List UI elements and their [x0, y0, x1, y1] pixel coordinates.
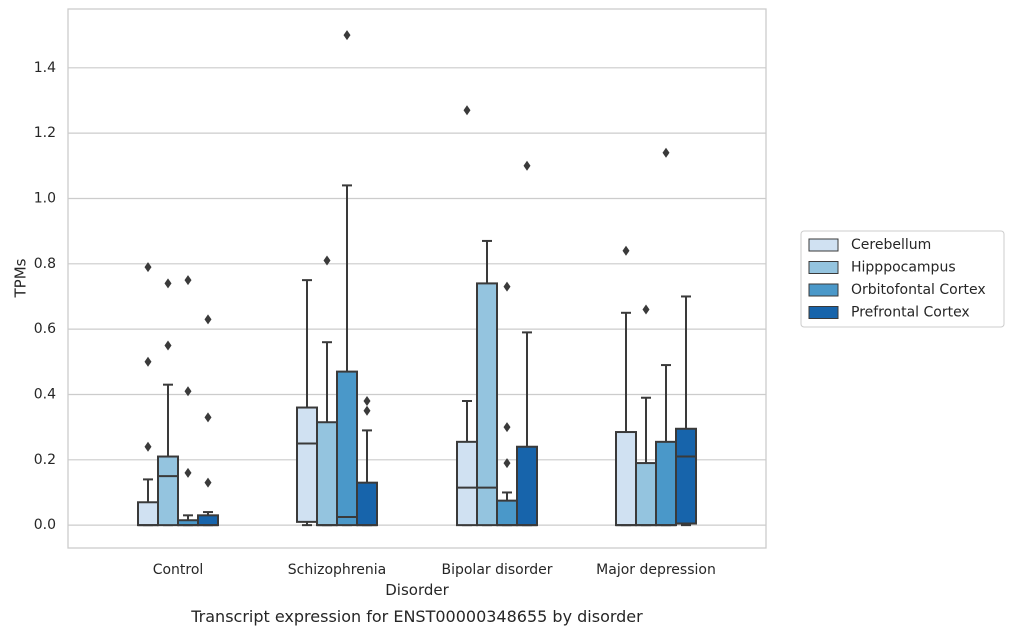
- outlier-point: [622, 245, 630, 256]
- x-tick-labels: Control Schizophrenia Bipolar disorder Majo…: [153, 562, 716, 578]
- outlier-point: [503, 458, 511, 469]
- outlier-point: [204, 412, 212, 423]
- box-group: [456, 105, 478, 527]
- box-group: [635, 304, 657, 527]
- outlier-point: [323, 255, 331, 266]
- box-group: [675, 295, 697, 527]
- box-iqr: [456, 440, 478, 527]
- box-iqr: [296, 406, 318, 523]
- outlier-point: [662, 147, 670, 158]
- box-iqr: [137, 501, 159, 527]
- box-group: [476, 239, 498, 527]
- outlier-point: [503, 281, 511, 292]
- legend-swatch: [808, 238, 839, 252]
- outlier-point: [184, 275, 192, 286]
- outlier-point: [363, 405, 371, 416]
- box-iqr: [157, 455, 179, 527]
- outlier-point: [523, 160, 531, 171]
- box-iqr: [336, 370, 358, 527]
- y-tick-label: 1.4: [34, 60, 56, 76]
- x-tick-label: Control: [153, 562, 204, 578]
- outlier-point: [363, 396, 371, 406]
- outlier-point: [204, 477, 212, 488]
- plot-frame: [67, 8, 767, 549]
- box-group: [137, 262, 159, 527]
- box-group: [157, 278, 179, 527]
- x-tick-label: Major depression: [596, 562, 716, 578]
- box-iqr: [655, 440, 677, 527]
- y-tick-label: 0.6: [34, 321, 56, 337]
- box-iqr: [476, 282, 498, 527]
- box-iqr: [615, 431, 637, 527]
- y-tick-label: 1.2: [34, 125, 56, 141]
- y-tick-label: 1.0: [34, 190, 56, 206]
- box-group: [496, 281, 518, 527]
- legend-swatch: [808, 283, 839, 297]
- box-iqr: [197, 514, 219, 527]
- legend-label: Cerebellum: [851, 237, 931, 253]
- x-tick-label: Schizophrenia: [288, 562, 386, 578]
- y-tick-labels: 0.0 0.2 0.4 0.6 0.8 1.0 1.2 1.4: [34, 60, 56, 533]
- legend-swatch: [808, 306, 839, 319]
- outlier-point: [642, 304, 650, 315]
- chart-caption: Transcript expression for ENST0000034865…: [190, 607, 643, 626]
- box-group: [356, 396, 378, 527]
- box-group: [197, 314, 219, 527]
- legend-label: Orbitofontal Cortex: [851, 282, 986, 298]
- box-iqr: [635, 462, 657, 527]
- box-group: [296, 279, 318, 527]
- legend: Cerebellum Hipppocampus Orbitofontal Corte…: [800, 230, 1005, 328]
- y-tick-label: 0.0: [34, 517, 56, 533]
- outlier-point: [164, 278, 172, 289]
- outlier-point: [204, 314, 212, 325]
- box-iqr: [316, 421, 338, 527]
- outlier-point: [144, 356, 152, 367]
- legend-label: Hipppocampus: [851, 260, 956, 276]
- outlier-point: [503, 422, 511, 433]
- box-group: [655, 147, 677, 527]
- outlier-point: [144, 441, 152, 452]
- y-tick-label: 0.2: [34, 452, 56, 468]
- outlier-point: [184, 467, 192, 478]
- box-iqr: [496, 499, 518, 527]
- outlier-point: [184, 386, 192, 397]
- box-group: [516, 160, 538, 527]
- box-group: [177, 275, 199, 527]
- y-tick-label: 0.8: [34, 256, 56, 272]
- outlier-point: [343, 30, 351, 41]
- x-axis-label: Disorder: [385, 581, 449, 599]
- outlier-point: [463, 105, 471, 116]
- box-groups: [137, 30, 697, 527]
- box-iqr: [675, 427, 697, 525]
- legend-swatch: [808, 261, 839, 274]
- outlier-point: [144, 262, 152, 273]
- box-iqr: [516, 445, 538, 527]
- legend-label: Prefrontal Cortex: [851, 305, 970, 321]
- x-tick-label: Bipolar disorder: [441, 562, 552, 578]
- legend-frame: [800, 230, 1005, 328]
- box-group: [336, 30, 358, 527]
- y-tick-label: 0.4: [34, 386, 56, 402]
- plot-background: [68, 9, 766, 548]
- box-iqr: [356, 481, 378, 527]
- outlier-point: [164, 340, 172, 351]
- y-axis-label: TPMs: [12, 258, 30, 298]
